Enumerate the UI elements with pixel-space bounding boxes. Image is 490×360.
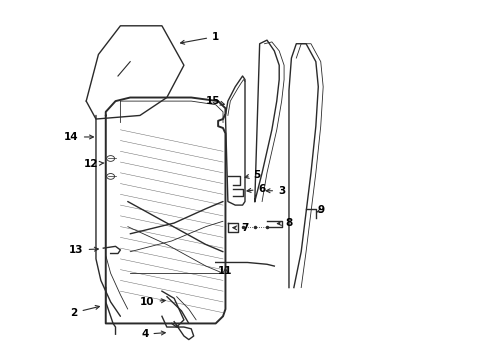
Text: 2: 2 — [71, 306, 99, 318]
Text: 11: 11 — [218, 266, 233, 276]
Text: 3: 3 — [266, 186, 285, 196]
Text: 7: 7 — [233, 224, 249, 233]
Text: 8: 8 — [277, 218, 293, 228]
Text: 15: 15 — [206, 96, 224, 106]
Text: 5: 5 — [245, 170, 261, 180]
Text: 4: 4 — [141, 329, 165, 339]
Text: 1: 1 — [180, 32, 220, 44]
Text: 9: 9 — [317, 206, 324, 216]
Text: 14: 14 — [64, 132, 94, 142]
Text: 13: 13 — [69, 245, 98, 255]
Text: 6: 6 — [247, 184, 266, 194]
Text: 10: 10 — [140, 297, 165, 307]
Text: 12: 12 — [84, 159, 104, 169]
